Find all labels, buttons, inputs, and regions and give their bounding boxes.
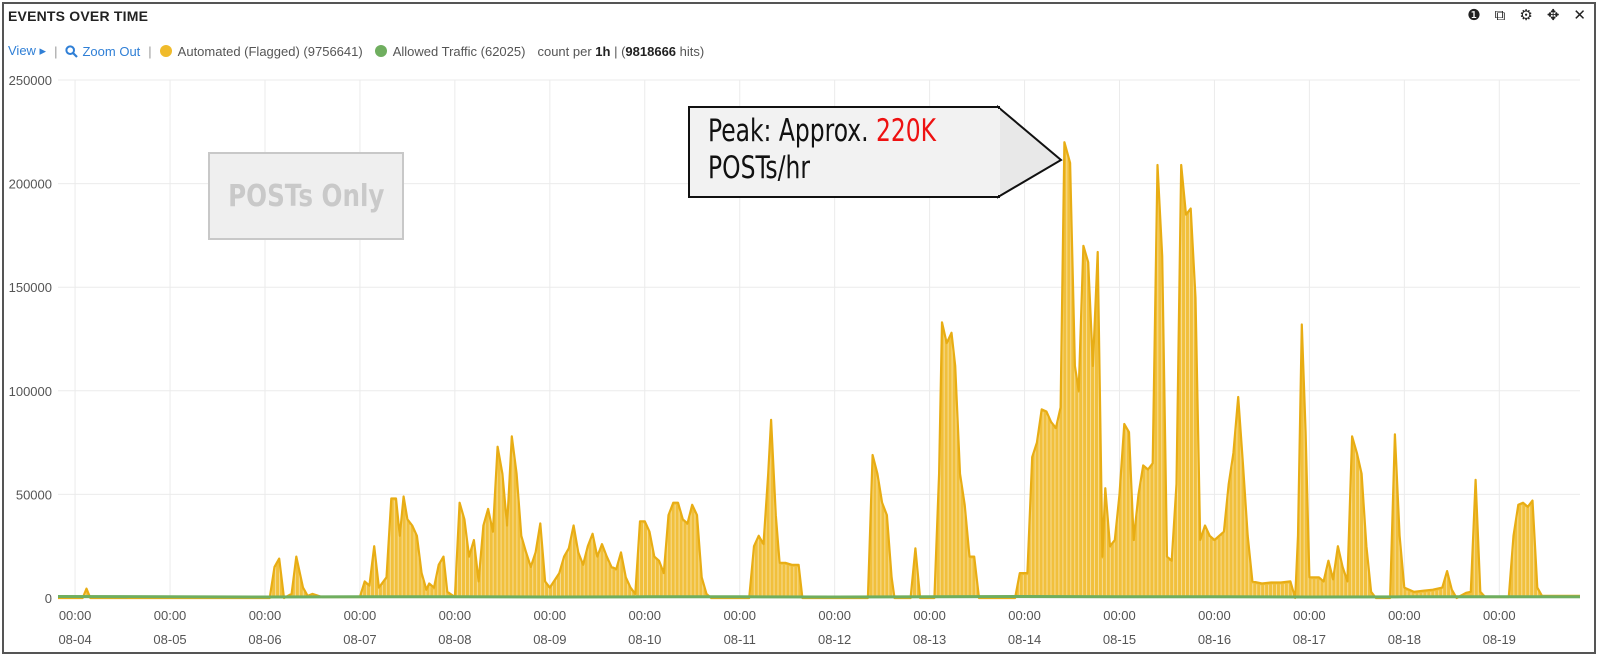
- legend-label-automated: Automated (Flagged): [177, 43, 300, 59]
- total-hits-value: 9818666: [625, 43, 677, 59]
- legend-dot-allowed: [374, 45, 387, 57]
- x-tick-date: 08-09: [533, 632, 566, 647]
- series-layer: [57, 141, 1580, 600]
- posts-only-label: POSTs Only: [227, 178, 385, 214]
- y-tick-label: 150000: [9, 280, 52, 295]
- close-icon[interactable]: ✕: [1573, 7, 1586, 24]
- x-tick-time: 00:00: [1103, 608, 1136, 623]
- x-tick-time: 00:00: [154, 608, 187, 623]
- legend-separator: |: [148, 43, 152, 59]
- interval-value[interactable]: 1h: [595, 43, 611, 59]
- y-tick-label: 200000: [9, 177, 52, 192]
- gear-icon[interactable]: ⚙: [1519, 7, 1533, 24]
- peak-callout-text: Peak: Approx. 220K POSTs/hr: [708, 113, 936, 187]
- legend-label-allowed: Allowed Traffic: [392, 43, 478, 59]
- callout-suffix: POSTs/hr: [708, 150, 811, 186]
- x-tick-time: 00:00: [249, 608, 282, 623]
- legend-count-automated: 9756641: [307, 43, 359, 59]
- legend-bar: View ▸ | Zoom Out | Automated (Flagged) …: [8, 43, 704, 59]
- x-tick-date: 08-04: [58, 632, 91, 647]
- panel-toolbar: ❶ ⧉ ⚙ ✥ ✕: [1467, 8, 1586, 24]
- count-per-label: count per: [537, 43, 592, 59]
- x-tick-time: 00:00: [344, 608, 377, 623]
- search-icon: [65, 44, 79, 58]
- legend-separator: |: [54, 43, 58, 59]
- callout-join: [996, 109, 1000, 195]
- x-tick-date: 08-18: [1388, 632, 1421, 647]
- hits-close: hits): [679, 43, 705, 59]
- x-tick-date: 08-10: [628, 632, 661, 647]
- x-tick-time: 00:00: [628, 608, 661, 623]
- info-icon[interactable]: ❶: [1467, 7, 1481, 24]
- callout: [688, 104, 1063, 199]
- x-tick-time: 00:00: [723, 608, 756, 623]
- x-tick-date: 08-15: [1103, 632, 1136, 647]
- x-tick-time: 00:00: [1008, 608, 1041, 623]
- duplicate-icon[interactable]: ⧉: [1494, 7, 1506, 24]
- x-tick-date: 08-13: [913, 632, 946, 647]
- x-tick-time: 00:00: [1198, 608, 1231, 623]
- x-tick-date: 08-08: [438, 632, 471, 647]
- legend-dot-automated: [159, 45, 172, 57]
- posts-only-note: POSTs Only: [208, 152, 404, 240]
- x-tick-date: 08-16: [1198, 632, 1231, 647]
- x-tick-date: 08-05: [153, 632, 186, 647]
- move-icon[interactable]: ✥: [1546, 7, 1560, 24]
- series-allowed-line: [57, 594, 1580, 599]
- callout-prefix: Peak: Approx.: [708, 113, 869, 149]
- callout-value: 220K: [875, 113, 937, 149]
- view-menu-link[interactable]: View ▸: [8, 43, 47, 58]
- hits-open: | (: [614, 43, 626, 59]
- y-tick-label: 250000: [9, 73, 52, 88]
- x-tick-time: 00:00: [439, 608, 472, 623]
- panel-title: EVENTS OVER TIME: [8, 8, 149, 24]
- x-tick-time: 00:00: [818, 608, 851, 623]
- x-tick-date: 08-14: [1008, 632, 1041, 647]
- legend-count-allowed: 62025: [484, 43, 522, 59]
- legend-item-allowed[interactable]: Allowed Traffic (62025): [374, 43, 525, 59]
- zoom-out-link[interactable]: Zoom Out: [65, 44, 140, 59]
- x-tick-time: 00:00: [913, 608, 946, 623]
- x-tick-date: 08-07: [343, 632, 376, 647]
- x-tick-date: 08-11: [724, 632, 756, 647]
- x-tick-time: 00:00: [1293, 608, 1326, 623]
- y-tick-label: 100000: [9, 384, 52, 399]
- zoom-out-label: Zoom Out: [82, 43, 141, 59]
- x-tick-time: 00:00: [534, 608, 567, 623]
- x-tick-date: 08-19: [1483, 632, 1516, 647]
- x-tick-time: 00:00: [1483, 608, 1516, 623]
- y-tick-label: 0: [45, 591, 52, 606]
- x-tick-time: 00:00: [59, 608, 92, 623]
- callout-box: [688, 106, 1000, 198]
- legend-item-automated[interactable]: Automated (Flagged) (9756641): [159, 43, 363, 59]
- x-tick-date: 08-17: [1293, 632, 1326, 647]
- x-tick-date: 08-12: [818, 632, 851, 647]
- x-tick-time: 00:00: [1388, 608, 1421, 623]
- x-tick-date: 08-06: [248, 632, 281, 647]
- y-tick-label: 50000: [16, 487, 52, 502]
- axis-layer: 0 50000 100000 150000 200000 250000 00:00 08-04…: [9, 73, 1516, 647]
